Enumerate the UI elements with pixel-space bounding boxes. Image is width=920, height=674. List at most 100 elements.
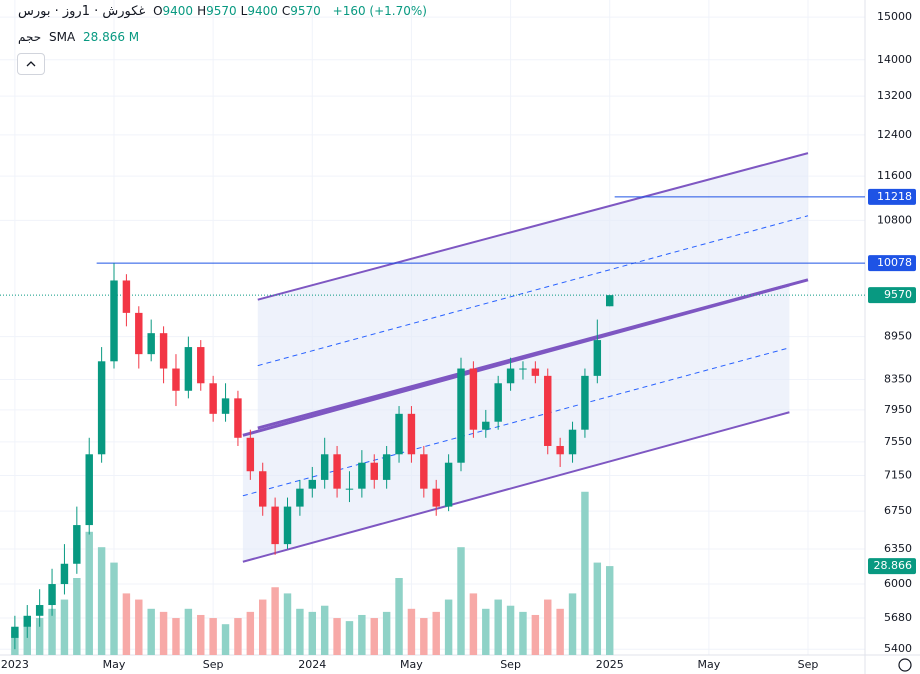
- candle-body: [296, 488, 304, 507]
- x-tick-label: 2023: [1, 658, 29, 671]
- candle-body: [581, 375, 589, 430]
- volume-bar: [556, 608, 564, 655]
- y-tick-label: 13200: [877, 89, 912, 102]
- symbol-title: غکورش · 1روز · بورس: [18, 4, 146, 19]
- volume-bar: [605, 566, 614, 655]
- volume-bar: [395, 578, 403, 655]
- x-tick-label: 2025: [596, 658, 624, 671]
- candle-body: [382, 454, 391, 480]
- candle-body: [407, 413, 416, 455]
- volume-bar: [48, 608, 56, 655]
- candle-body: [259, 471, 267, 507]
- volume-bar: [308, 611, 317, 655]
- volume-bar: [407, 608, 416, 655]
- volume-bar: [85, 531, 93, 655]
- volume-bar: [519, 611, 527, 655]
- volume-legend: حجم SMA 28.866 M: [18, 30, 143, 44]
- candle-body: [197, 347, 205, 384]
- y-tick-label: 7150: [884, 469, 912, 482]
- y-tick-label: 12400: [877, 128, 912, 141]
- candle-body: [556, 445, 564, 455]
- price-badge: [868, 255, 916, 272]
- channel-band: [242, 284, 790, 562]
- volume-bar: [370, 618, 378, 655]
- ohlc-label: O: [153, 4, 163, 18]
- x-tick-label: Sep: [500, 658, 521, 671]
- candle-body: [308, 479, 317, 489]
- y-tick-label: 5680: [884, 611, 912, 624]
- collapse-button[interactable]: [17, 53, 45, 75]
- candle-body: [469, 368, 478, 430]
- price-badge: [868, 558, 916, 575]
- volume-bar: [544, 599, 552, 655]
- candle-body: [147, 333, 155, 355]
- candle-body: [358, 462, 366, 489]
- channel-line: [242, 283, 790, 437]
- volume-bar: [271, 587, 279, 655]
- volume-bar: [147, 608, 155, 655]
- ohlc-label: L: [240, 4, 248, 18]
- candle-body: [482, 421, 490, 430]
- price-badge-label: 9570: [884, 288, 912, 301]
- volume-bar: [122, 593, 131, 655]
- x-tick-label: May: [103, 658, 126, 671]
- candle-body: [234, 398, 242, 438]
- ohlc-value: 9570: [290, 4, 321, 18]
- candle-body: [320, 454, 329, 480]
- candle-body: [97, 361, 106, 455]
- candle-body: [444, 462, 453, 507]
- candle-body: [593, 340, 602, 376]
- volume-bar: [358, 614, 366, 655]
- volume-bar: [159, 611, 168, 655]
- ohlc-value: 9400: [162, 4, 194, 18]
- candle-body: [333, 454, 341, 489]
- candle-body: [48, 584, 56, 606]
- volume-bar: [110, 562, 118, 655]
- volume-bar: [494, 599, 502, 655]
- y-tick-label: 7550: [884, 435, 912, 448]
- volume-bar: [172, 618, 180, 655]
- candle-body: [531, 368, 540, 376]
- candle-body: [85, 454, 93, 526]
- volume-bar: [345, 621, 354, 655]
- volume-bar: [320, 605, 329, 655]
- y-tick-label: 6000: [884, 577, 912, 590]
- candle-body: [544, 375, 552, 446]
- candle-body: [568, 429, 577, 455]
- candle-body: [494, 383, 502, 422]
- volume-bar: [221, 624, 230, 655]
- volume-bar: [420, 618, 428, 655]
- volume-bar: [593, 562, 602, 655]
- volume-bar: [209, 618, 217, 655]
- candle-body: [221, 398, 230, 414]
- candle-body: [271, 506, 279, 545]
- volume-bar: [60, 599, 69, 655]
- volume-bar: [296, 608, 304, 655]
- volume-bar: [568, 593, 577, 655]
- candle-body: [519, 368, 527, 370]
- volume-bar: [382, 611, 391, 655]
- volume-bar: [73, 578, 81, 655]
- y-tick-label: 10800: [877, 213, 912, 226]
- y-tick-label: 8350: [884, 373, 912, 386]
- candle-body: [135, 312, 143, 355]
- candle-body: [605, 295, 614, 307]
- candle-body: [11, 626, 19, 638]
- price-badge: [868, 287, 916, 304]
- volume-bar: [246, 611, 255, 655]
- ohlc: O9400 H9570 L9400 C9570: [153, 4, 325, 18]
- volume-title: حجم: [18, 30, 42, 44]
- volume-bar: [506, 605, 515, 655]
- ohlc-label: C: [281, 4, 291, 18]
- candle-body: [60, 563, 69, 585]
- volume-bar: [197, 614, 205, 655]
- candle-body: [283, 506, 292, 545]
- settings-icon[interactable]: [898, 658, 912, 672]
- channel-line: [257, 152, 809, 301]
- volume-bar: [23, 624, 31, 655]
- candle-body: [35, 605, 44, 616]
- candle-body: [395, 413, 403, 455]
- price-badge-label: 11218: [877, 190, 912, 203]
- volume-bar: [333, 618, 341, 655]
